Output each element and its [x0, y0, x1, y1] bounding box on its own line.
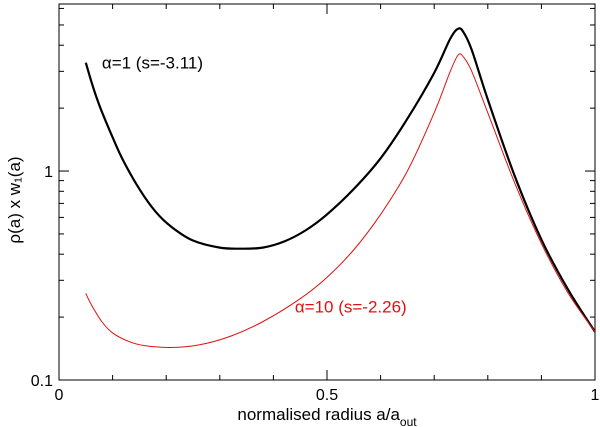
annotation-1: α=1 (s=-3.11) [102, 53, 203, 72]
axis-ticks [58, 4, 596, 381]
y-tick-label: 0.1 [31, 373, 53, 390]
series-line-2 [85, 53, 596, 349]
plot-series [84, 27, 596, 349]
y-axis-label: ρ(a) x w₁(a) [5, 156, 24, 243]
x-axis-label: normalised radius a/aout [237, 405, 417, 427]
annotations: α=1 (s=-3.11) α=10 (s=-2.26) [102, 53, 407, 316]
x-tick-label: 1 [591, 387, 600, 404]
annotation-2: α=10 (s=-2.26) [295, 298, 407, 317]
tick-labels: 0 0.5 1 0.1 1 [31, 164, 600, 404]
x-tick-label: 0 [55, 387, 64, 404]
x-tick-label: 0.5 [316, 387, 338, 404]
y-tick-label: 1 [44, 164, 53, 181]
series-line-1 [84, 27, 596, 333]
